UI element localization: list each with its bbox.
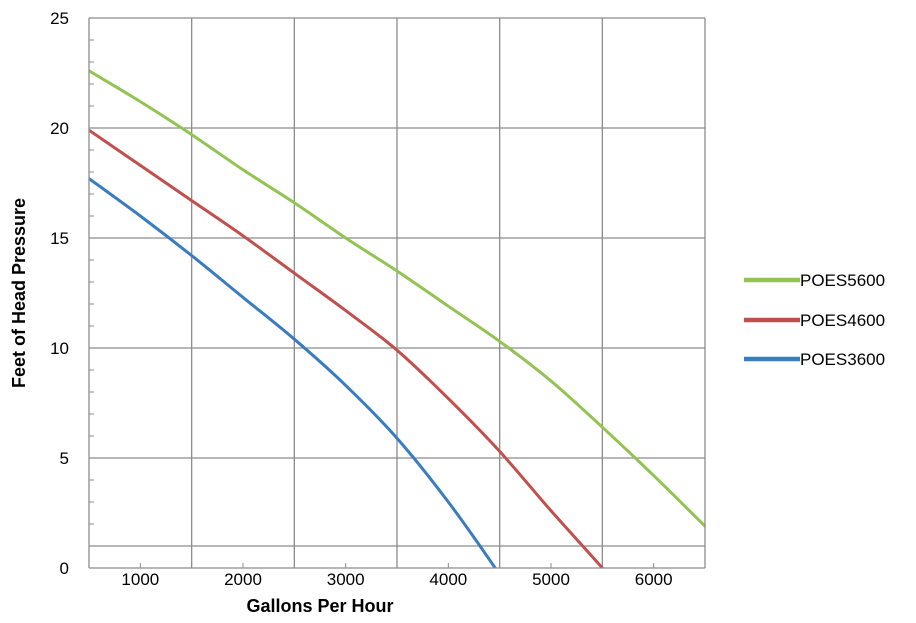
x-axis-title: Gallons Per Hour — [246, 596, 393, 616]
grid — [89, 18, 705, 568]
y-tick-label: 10 — [50, 339, 69, 358]
series-line-poes4600 — [89, 128, 605, 568]
series-line-poes3600 — [89, 177, 497, 568]
series-line-poes5600 — [89, 69, 705, 528]
legend-item-poes3600: POES3600 — [744, 350, 885, 369]
legend-label: POES5600 — [800, 271, 885, 290]
y-tick-labels: 0 5 10 15 20 25 — [50, 9, 69, 578]
axes — [88, 17, 706, 569]
series-lines — [89, 69, 705, 568]
x-tick-label: 5000 — [532, 570, 570, 589]
y-tick-label: 25 — [50, 9, 69, 28]
y-tick-label: 0 — [60, 559, 69, 578]
x-tick-label: 1000 — [121, 570, 159, 589]
legend: POES5600 POES4600 POES3600 — [744, 271, 885, 369]
x-tick-label: 6000 — [635, 570, 673, 589]
x-tick-labels: 1000 2000 3000 4000 5000 6000 — [121, 570, 672, 589]
legend-item-poes4600: POES4600 — [744, 311, 885, 330]
legend-label: POES4600 — [800, 311, 885, 330]
y-tick-label: 5 — [60, 449, 69, 468]
x-tick-label: 4000 — [429, 570, 467, 589]
y-axis-title: Feet of Head Pressure — [9, 198, 29, 388]
legend-item-poes5600: POES5600 — [744, 271, 885, 290]
x-tick-label: 3000 — [327, 570, 365, 589]
y-tick-label: 20 — [50, 119, 69, 138]
y-tick-label: 15 — [50, 229, 69, 248]
x-tick-label: 2000 — [224, 570, 262, 589]
legend-label: POES3600 — [800, 350, 885, 369]
